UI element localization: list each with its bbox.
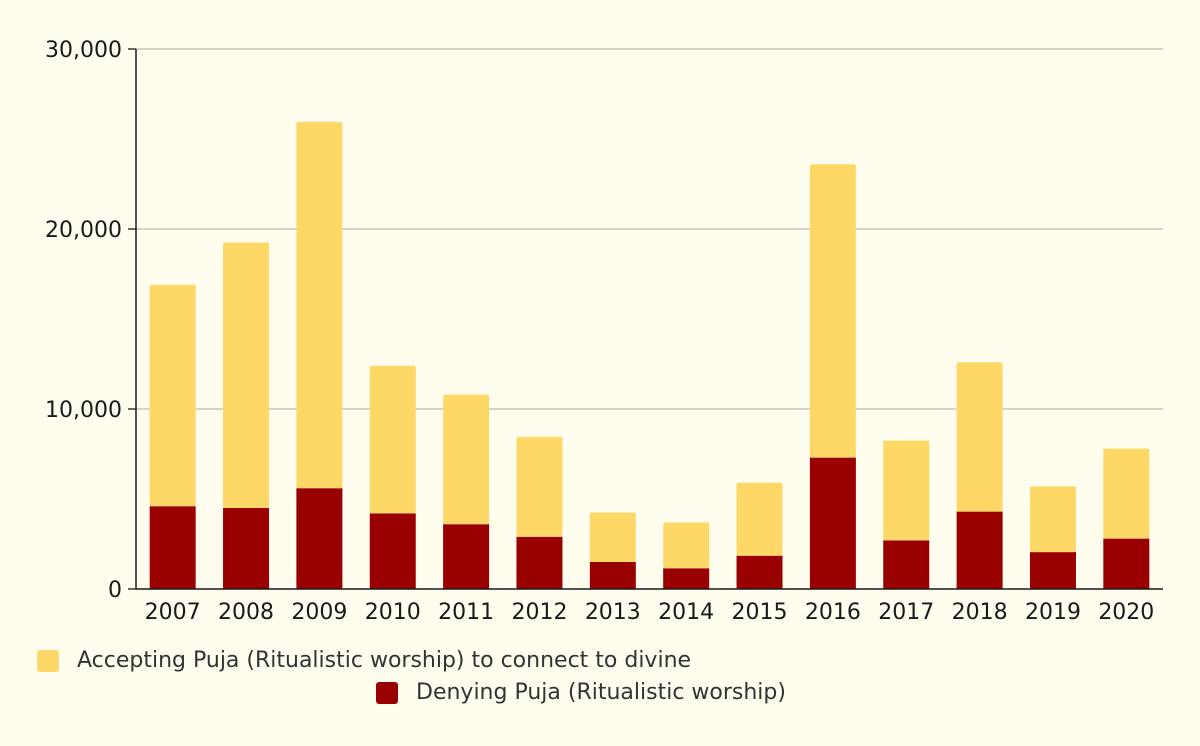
y-tick-label: 0	[108, 578, 122, 603]
y-tick-label: 30,000	[45, 38, 122, 63]
bar-denying-2018[interactable]	[956, 511, 1003, 589]
gridlines	[136, 48, 1163, 410]
bar-denying-2007[interactable]	[149, 506, 196, 589]
bar-denying-2014[interactable]	[663, 568, 710, 589]
tick-labels: 0 10,000 20,000 30,000 2007 2008 2009 2010 2011 2…	[45, 38, 1154, 625]
bar-accepting-2017[interactable]	[883, 440, 930, 541]
y-tick-label: 10,000	[45, 398, 122, 423]
bar-denying-2009[interactable]	[296, 488, 343, 589]
bar-accepting-2011[interactable]	[443, 394, 490, 525]
x-tick-label: 2008	[218, 600, 274, 625]
legend-label-accepting: Accepting Puja (Ritualistic worship) to …	[77, 648, 692, 673]
x-tick-label: 2011	[438, 600, 494, 625]
bar-denying-2012[interactable]	[516, 536, 563, 589]
bar-accepting-2009[interactable]	[296, 121, 343, 489]
x-tick-label: 2017	[878, 600, 934, 625]
bar-accepting-2014[interactable]	[663, 522, 710, 569]
bar-accepting-2019[interactable]	[1029, 486, 1076, 553]
bar-denying-2017[interactable]	[883, 540, 930, 589]
x-tick-label: 2020	[1098, 600, 1154, 625]
bar-denying-2020[interactable]	[1103, 538, 1150, 589]
axes	[128, 48, 1163, 590]
bar-accepting-2008[interactable]	[223, 242, 270, 509]
x-tick-label: 2009	[291, 600, 347, 625]
bar-accepting-2020[interactable]	[1103, 448, 1150, 539]
bar-denying-2015[interactable]	[736, 555, 783, 589]
bar-denying-2008[interactable]	[223, 508, 270, 589]
bar-denying-2011[interactable]	[443, 524, 490, 589]
legend-label-denying: Denying Puja (Ritualistic worship)	[416, 680, 786, 705]
x-tick-label: 2013	[585, 600, 641, 625]
bar-accepting-2007[interactable]	[149, 284, 196, 507]
y-tick-label: 20,000	[45, 218, 122, 243]
x-tick-label: 2018	[952, 600, 1008, 625]
bar-denying-2010[interactable]	[369, 513, 416, 589]
x-tick-label: 2019	[1025, 600, 1081, 625]
bars	[149, 121, 1150, 589]
bar-accepting-2013[interactable]	[589, 512, 636, 563]
bar-accepting-2016[interactable]	[809, 164, 856, 458]
bar-accepting-2015[interactable]	[736, 482, 783, 556]
x-tick-label: 2014	[658, 600, 714, 625]
bar-accepting-2010[interactable]	[369, 365, 416, 514]
bar-accepting-2018[interactable]	[956, 362, 1003, 512]
x-tick-label: 2016	[805, 600, 861, 625]
legend-swatch-accepting	[37, 649, 59, 672]
x-tick-label: 2015	[732, 600, 788, 625]
bar-denying-2019[interactable]	[1029, 552, 1076, 589]
x-tick-label: 2007	[145, 600, 201, 625]
legend-swatch-denying	[376, 681, 398, 704]
bar-denying-2013[interactable]	[589, 562, 636, 589]
x-tick-label: 2012	[511, 600, 567, 625]
bar-denying-2016[interactable]	[809, 457, 856, 589]
bar-accepting-2012[interactable]	[516, 436, 563, 537]
legend-item-accepting[interactable]: Accepting Puja (Ritualistic worship) to …	[37, 648, 691, 673]
x-tick-label: 2010	[365, 600, 421, 625]
legend-item-denying[interactable]: Denying Puja (Ritualistic worship)	[376, 680, 786, 705]
